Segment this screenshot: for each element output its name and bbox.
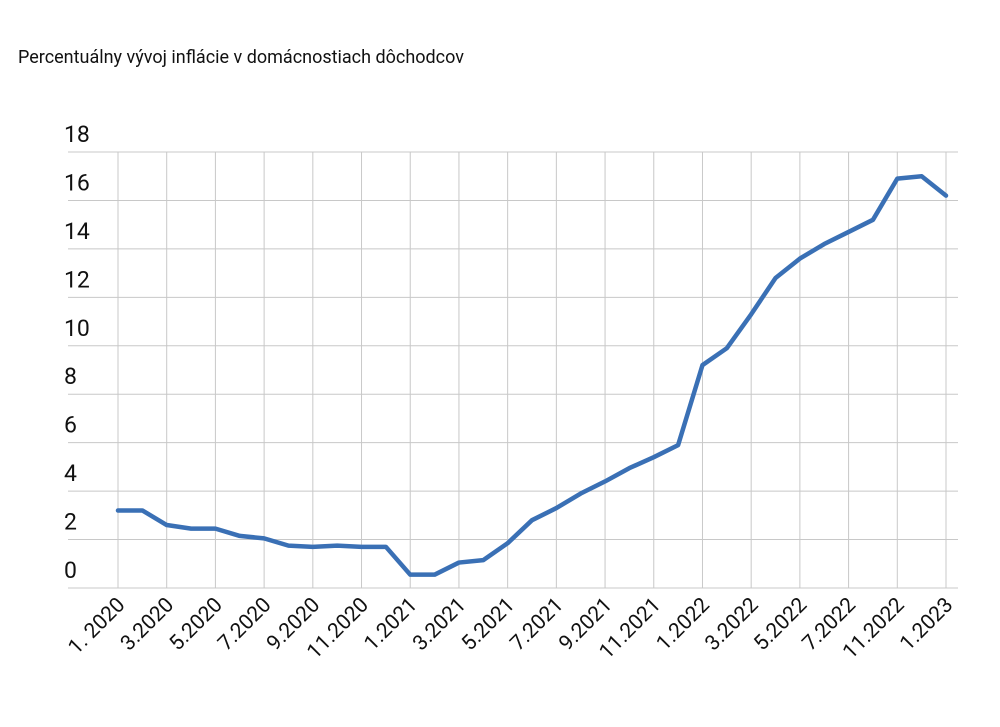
line <box>115 173 949 577</box>
x-tick-label: 1. 2020 <box>64 593 130 659</box>
x-tick-label: 3.2021 <box>409 593 472 656</box>
x-tick-label: 5.2020 <box>165 593 228 656</box>
y-tick-label: 10 <box>64 315 90 342</box>
y-tick-label: 14 <box>64 218 90 245</box>
y-tick-label: 6 <box>64 412 77 439</box>
y-tick-label: 8 <box>64 363 77 390</box>
y-tick-label: 18 <box>64 121 90 148</box>
x-tick-label: 1.2023 <box>896 593 959 656</box>
y-tick-label: 4 <box>64 460 77 487</box>
x-tick-label: 3.2020 <box>116 593 179 656</box>
x-tick-label: 3.2022 <box>701 593 764 656</box>
y-tick-label: 0 <box>64 557 77 584</box>
chart-title: Percentuálny vývoj inflácie v domácnosti… <box>18 47 464 68</box>
y-tick-label: 12 <box>64 266 90 293</box>
x-tick-label: 7.2020 <box>214 593 277 656</box>
x-tick-label: 1.2021 <box>360 593 423 656</box>
x-tick-label: 1.2022 <box>652 593 715 656</box>
x-tick-label: 5.2022 <box>750 593 813 656</box>
y-tick-label: 2 <box>64 509 77 536</box>
y-tick-label: 16 <box>64 169 90 196</box>
x-tick-label: 7.2021 <box>506 593 569 656</box>
x-tick-label: 5.2021 <box>457 593 520 656</box>
